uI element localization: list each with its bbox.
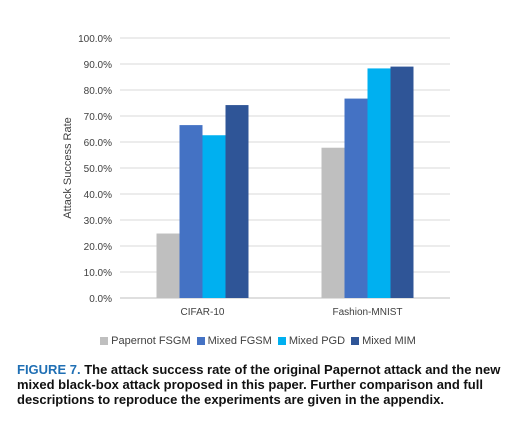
x-tick-labels: CIFAR-10 Fashion-MNIST <box>181 307 403 318</box>
y-tick-label: 80.0% <box>84 86 112 97</box>
y-tick-label: 30.0% <box>84 216 112 227</box>
legend-label: Mixed MIM <box>362 335 416 347</box>
y-tick-label: 60.0% <box>84 138 112 149</box>
caption-label: FIGURE 7. <box>17 362 81 377</box>
bar-mixed-mim <box>390 66 414 298</box>
legend-label: Mixed PGD <box>288 335 346 347</box>
legend-item: Papernot FSGM <box>100 335 191 347</box>
y-tick-label: 50.0% <box>84 164 112 175</box>
legend-swatch <box>351 337 360 345</box>
bars <box>156 66 414 298</box>
y-tick-label: 40.0% <box>84 190 112 201</box>
bar-mixed-mim <box>225 105 249 298</box>
legend-swatch <box>100 337 109 345</box>
bar-chart: 0.0% 10.0% 20.0% 30.0% 40.0% 50.0% 60.0% 70.0% 8… <box>62 34 450 318</box>
bar-papernot-fsgm <box>321 147 345 298</box>
legend-swatch <box>277 337 286 345</box>
y-tick-label: 10.0% <box>84 268 112 279</box>
bar-mixed-pgd <box>367 68 391 298</box>
legend-item: Mixed PGD <box>277 335 346 347</box>
y-tick-label: 90.0% <box>84 60 112 71</box>
bar-mixed-fgsm <box>179 125 203 298</box>
x-tick-label: CIFAR-10 <box>181 307 225 318</box>
legend-item: Mixed FGSM <box>196 335 272 347</box>
legend-label: Papernot FSGM <box>111 335 191 347</box>
legend-label: Mixed FGSM <box>207 335 272 347</box>
figure-caption: FIGURE 7. The attack success rate of the… <box>17 362 507 407</box>
bar-papernot-fsgm <box>156 233 180 298</box>
bar-mixed-fgsm <box>344 98 368 298</box>
y-tick-label: 20.0% <box>84 242 112 253</box>
legend: Papernot FSGM Mixed FGSM Mixed PGD Mixed MI… <box>0 335 516 347</box>
y-tick-labels: 0.0% 10.0% 20.0% 30.0% 40.0% 50.0% 60.0% 70.0% 8… <box>78 34 112 305</box>
y-tick-label: 100.0% <box>78 34 112 45</box>
caption-text: The attack success rate of the original … <box>17 362 501 407</box>
x-tick-label: Fashion-MNIST <box>332 307 402 318</box>
bar-mixed-pgd <box>202 135 226 298</box>
y-tick-label: 0.0% <box>89 294 112 305</box>
y-axis-label: Attack Success Rate <box>62 117 74 219</box>
y-tick-label: 70.0% <box>84 112 112 123</box>
legend-item: Mixed MIM <box>351 335 416 347</box>
legend-swatch <box>196 337 205 345</box>
